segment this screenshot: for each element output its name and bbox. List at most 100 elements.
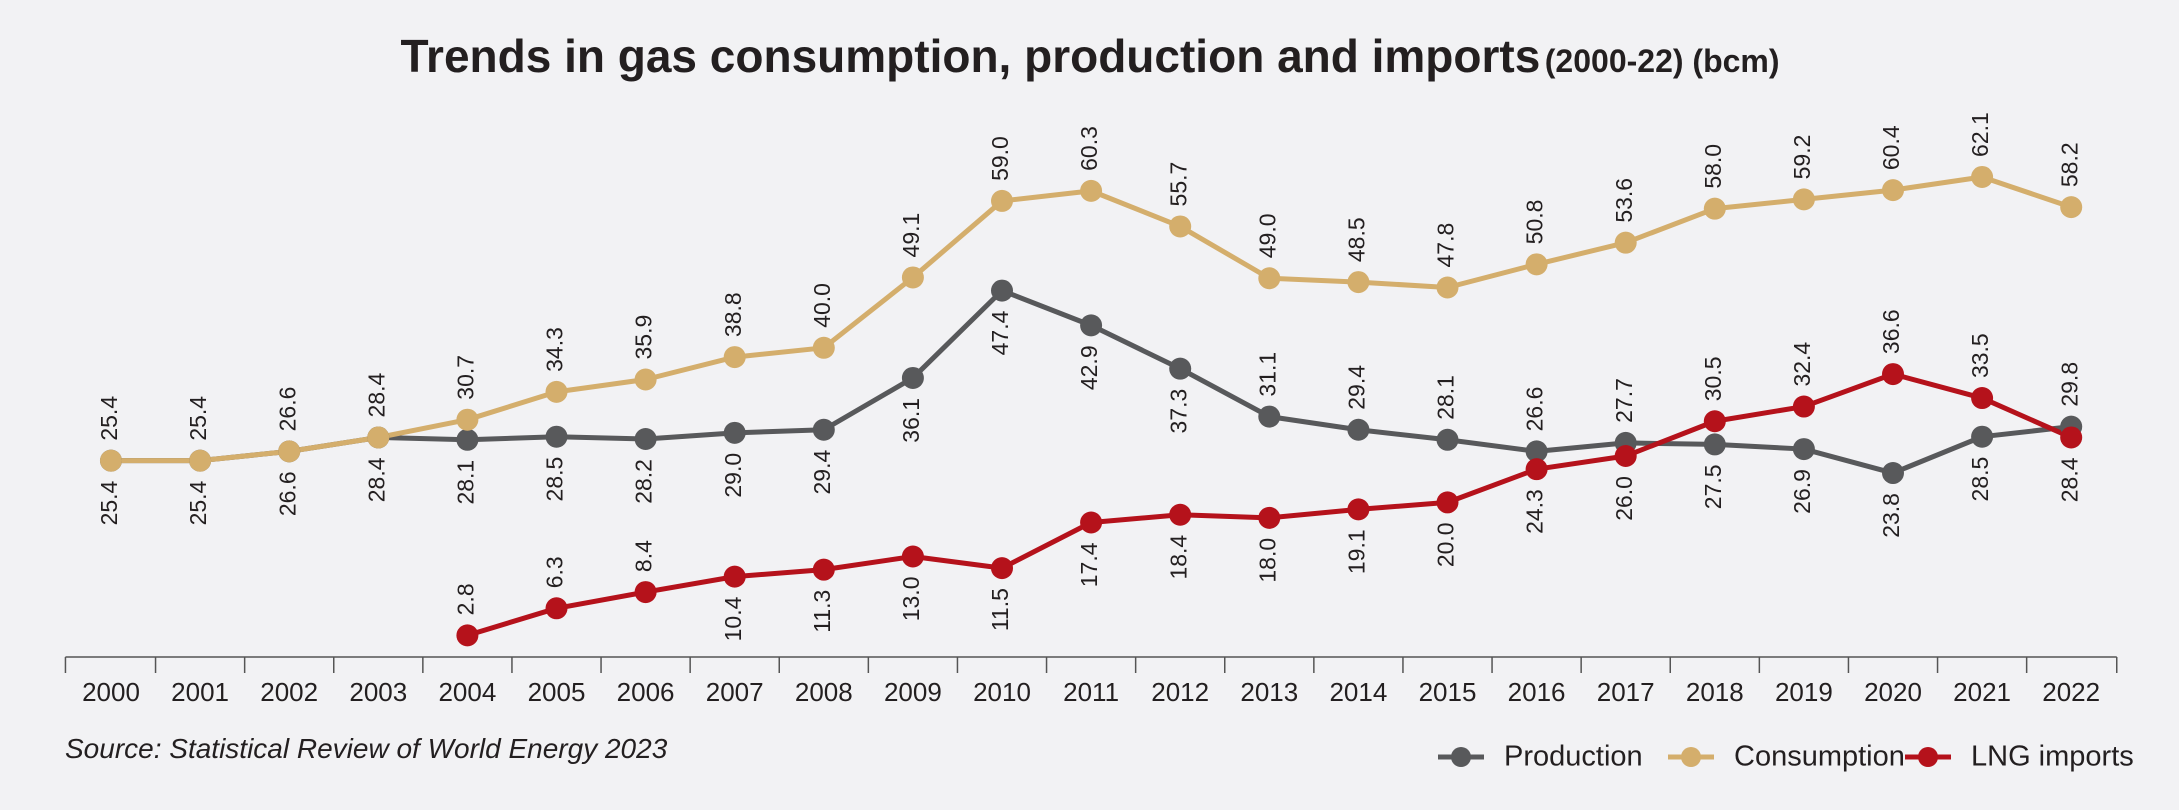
data-label: 27.7 xyxy=(1611,378,1637,423)
x-tick-label: 2015 xyxy=(1419,677,1477,707)
point-marker xyxy=(1169,215,1192,238)
point-marker xyxy=(1169,503,1192,526)
data-label: 36.6 xyxy=(1878,309,1904,354)
point-marker xyxy=(1792,395,1815,418)
point-marker xyxy=(100,449,122,472)
data-label: 31.1 xyxy=(1254,352,1280,397)
data-label: 11.3 xyxy=(809,590,835,633)
point-marker xyxy=(1347,418,1370,441)
data-label: 24.3 xyxy=(1522,489,1548,534)
data-labels: 25.4 25.4 26.6 28.4 28.1 28.5 28.2 29.0 29.4 36.1… xyxy=(96,112,2082,641)
data-label: 19.1 xyxy=(1343,529,1369,574)
legend-label: Production xyxy=(1504,741,1643,773)
chart-subtitle: (2000-22) (bcm) xyxy=(1545,43,1780,79)
data-label: 13.0 xyxy=(898,577,924,622)
point-marker xyxy=(1347,498,1370,521)
point-marker xyxy=(1614,445,1637,468)
x-tick-label: 2020 xyxy=(1864,677,1922,707)
point-marker xyxy=(1258,267,1281,290)
data-label: 60.4 xyxy=(1878,125,1904,170)
data-label: 28.1 xyxy=(1433,375,1459,420)
data-label: 40.0 xyxy=(809,283,835,328)
data-label: 62.1 xyxy=(1967,112,1993,157)
data-label: 58.0 xyxy=(1700,144,1726,189)
point-marker xyxy=(634,428,657,451)
data-label: 25.4 xyxy=(96,396,122,441)
point-marker xyxy=(1080,179,1103,202)
data-label: 18.4 xyxy=(1165,535,1191,580)
data-label: 25.4 xyxy=(96,480,122,525)
legend-marker xyxy=(1451,747,1471,767)
x-tick-label: 2012 xyxy=(1151,677,1209,707)
data-label: 30.5 xyxy=(1700,356,1726,401)
point-marker xyxy=(901,266,924,289)
point-marker xyxy=(634,581,657,604)
data-label: 29.4 xyxy=(809,450,835,495)
x-tick-label: 2014 xyxy=(1329,677,1387,707)
point-marker xyxy=(1347,271,1370,294)
point-marker xyxy=(1525,253,1548,276)
x-tick-label: 2019 xyxy=(1775,677,1833,707)
data-label: 29.4 xyxy=(1343,365,1369,410)
data-label: 36.1 xyxy=(898,398,924,443)
data-label: 11.5 xyxy=(987,588,1013,631)
data-label: 28.4 xyxy=(363,372,389,417)
data-label: 50.8 xyxy=(1522,200,1548,245)
legend-marker xyxy=(1918,747,1938,767)
point-marker xyxy=(901,545,924,568)
point-marker xyxy=(991,189,1013,212)
data-label: 8.4 xyxy=(631,540,657,572)
data-label: 47.8 xyxy=(1433,223,1459,268)
point-marker xyxy=(1703,410,1726,433)
point-marker xyxy=(812,418,835,441)
data-label: 26.9 xyxy=(1789,469,1815,514)
data-label: 49.0 xyxy=(1254,213,1280,258)
data-label: 35.9 xyxy=(631,315,657,360)
point-marker xyxy=(545,380,568,403)
point-marker xyxy=(1971,165,1994,188)
x-tick-label: 2017 xyxy=(1597,677,1655,707)
title-block: Trends in gas consumption, production an… xyxy=(400,30,1779,82)
data-label: 58.2 xyxy=(2056,142,2082,187)
chart-title: Trends in gas consumption, production an… xyxy=(400,30,1540,82)
data-label: 37.3 xyxy=(1165,389,1191,434)
data-label: 28.4 xyxy=(363,457,389,502)
data-label: 55.7 xyxy=(1165,162,1191,207)
data-label: 42.9 xyxy=(1076,345,1102,390)
legend-label: Consumption xyxy=(1734,741,1905,773)
point-marker xyxy=(1525,458,1548,481)
point-marker xyxy=(1436,428,1459,451)
legend-marker xyxy=(1681,747,1701,767)
point-marker xyxy=(1258,405,1281,428)
x-tick-label: 2021 xyxy=(1953,677,2011,707)
x-tick-label: 2007 xyxy=(706,677,764,707)
point-marker xyxy=(2060,196,2083,219)
point-marker xyxy=(1436,491,1459,514)
data-label: 28.1 xyxy=(452,460,478,505)
data-label: 26.0 xyxy=(1611,476,1637,521)
point-marker xyxy=(723,421,746,444)
legend-label: LNG imports xyxy=(1971,741,2134,773)
data-label: 25.4 xyxy=(185,480,211,525)
data-label: 2.8 xyxy=(452,583,478,615)
point-marker xyxy=(1882,363,1904,386)
x-tick-label: 2022 xyxy=(2042,677,2100,707)
legend-item: Production xyxy=(1438,741,1643,773)
point-marker xyxy=(723,346,746,369)
data-label: 6.3 xyxy=(542,556,568,588)
data-label: 60.3 xyxy=(1076,126,1102,171)
point-marker xyxy=(456,408,479,431)
data-label: 59.2 xyxy=(1789,135,1815,180)
point-marker xyxy=(1792,438,1815,461)
data-label: 27.5 xyxy=(1700,464,1726,509)
point-marker xyxy=(1080,511,1103,534)
point-marker xyxy=(278,440,301,463)
point-marker xyxy=(456,624,479,647)
point-marker xyxy=(189,449,212,472)
data-label: 48.5 xyxy=(1343,217,1369,262)
data-label: 25.4 xyxy=(185,396,211,441)
x-tick-label: 2006 xyxy=(617,677,675,707)
point-marker xyxy=(991,279,1013,302)
point-marker xyxy=(812,336,835,359)
